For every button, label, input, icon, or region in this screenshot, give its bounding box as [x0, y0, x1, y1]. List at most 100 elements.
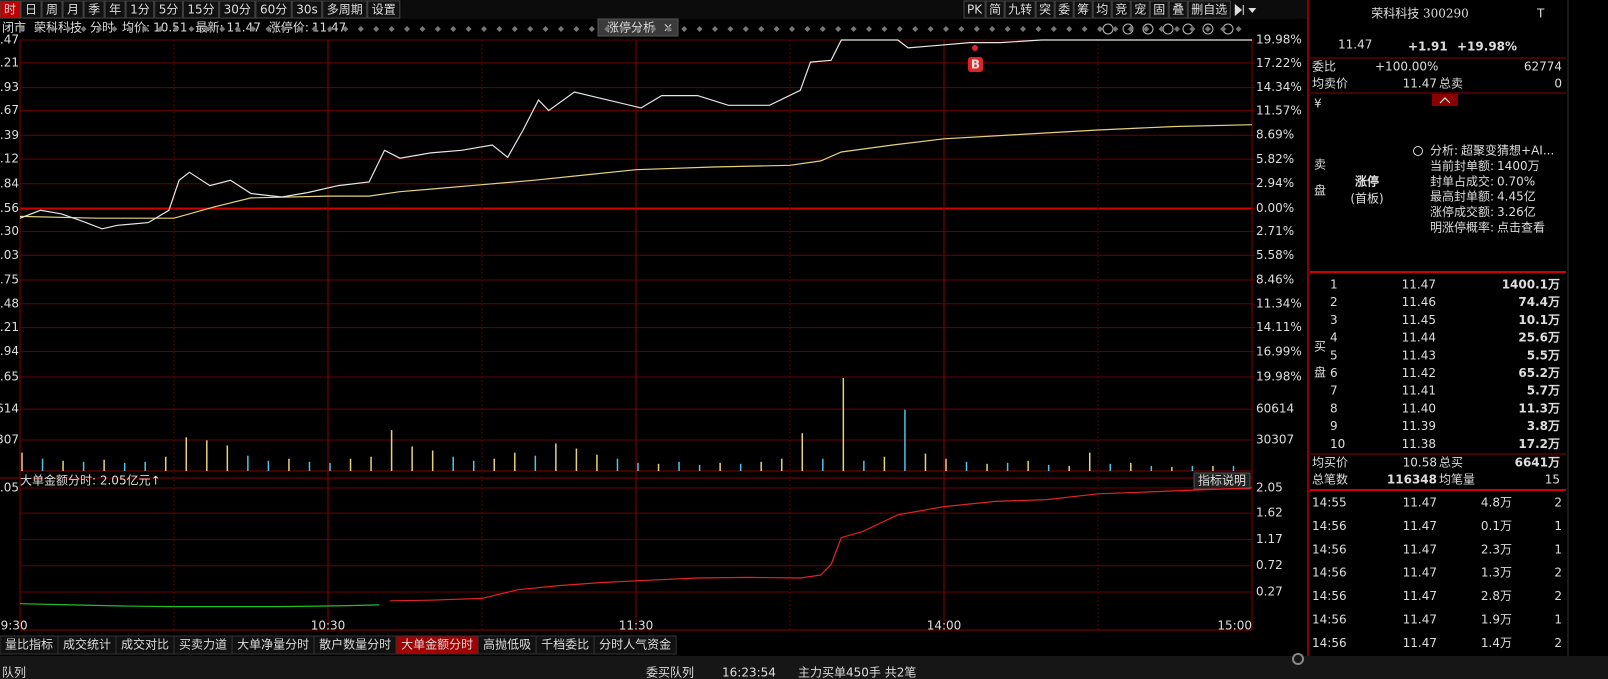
analysis-value[interactable]: 点击查看: [1497, 221, 1545, 235]
trade-time: 14:56: [1312, 566, 1347, 580]
x-tick-label: 11:30: [619, 619, 654, 633]
info-avg: 10.51: [153, 21, 187, 35]
bid-volume: 5.7万: [1527, 384, 1560, 398]
top-diamond: [758, 26, 765, 32]
period-button[interactable]: 时: [4, 3, 16, 17]
tool-button-bg: [1168, 0, 1188, 19]
ask-total-label: 总卖: [1439, 77, 1463, 91]
period-button[interactable]: 5分: [159, 3, 179, 17]
status-bid-queue[interactable]: 委买队列: [646, 665, 694, 679]
avg-line: [19, 124, 1253, 219]
bottom-tab[interactable]: 买卖力道: [179, 638, 227, 652]
bottom-tab[interactable]: 散户数量分时: [319, 637, 391, 652]
top-diamond: [896, 26, 903, 32]
analysis-label: 当前封单额:: [1430, 158, 1494, 173]
trade-time: 14:56: [1312, 519, 1347, 533]
top-diamond: [373, 26, 380, 32]
x-tick-label: 09:30: [0, 619, 28, 633]
trade-volume: 4.8万: [1481, 496, 1512, 510]
top-diamond: [357, 26, 364, 32]
analysis-label: 封单占成交:: [1430, 173, 1494, 188]
count: 116348: [1387, 473, 1437, 487]
top-diamond: [327, 26, 333, 32]
bottom-tab[interactable]: 成交对比: [121, 637, 169, 652]
tool-button[interactable]: 简: [989, 3, 1001, 17]
trade-price: 11.47: [1403, 519, 1437, 533]
bottom-tab[interactable]: 成交统计: [63, 637, 111, 652]
period-button[interactable]: 周: [46, 3, 58, 17]
bottom-tab[interactable]: 高抛低吸: [483, 637, 531, 652]
tool-button-bg: [1054, 0, 1074, 19]
bottom-tab[interactable]: 量比指标: [5, 637, 53, 652]
top-diamond: [619, 26, 626, 32]
period-button[interactable]: 1分: [130, 3, 150, 17]
bid-volume: 11.3万: [1518, 401, 1560, 415]
tool-button[interactable]: 宠: [1134, 2, 1146, 17]
period-button[interactable]: 季: [88, 3, 100, 17]
indicator-button[interactable]: 指标说明: [1198, 473, 1246, 488]
bottom-tab[interactable]: 大单净量分时: [237, 638, 309, 652]
x-tick-label: 14:00: [927, 619, 962, 633]
y-tick-label: 11.21: [0, 55, 19, 69]
period-button[interactable]: 年: [109, 3, 121, 17]
period-button[interactable]: 15分: [187, 3, 214, 17]
vertical-label: 买盘: [1313, 340, 1327, 392]
top-diamond: [280, 26, 287, 32]
bid-price: 11.41: [1402, 384, 1436, 398]
tool-button[interactable]: 九转: [1008, 2, 1032, 17]
tool-button[interactable]: 删自选: [1191, 3, 1227, 17]
tool-button[interactable]: 叠: [1172, 3, 1184, 17]
collapse-arrow: [1439, 97, 1451, 104]
top-diamond: [681, 26, 688, 32]
y2-tick-label: 8.46%: [1256, 272, 1294, 286]
stock-title: 荣科科技 300290: [1371, 7, 1469, 21]
ask-avg-label: 均卖价: [1312, 77, 1348, 91]
top-diamond: [265, 26, 272, 32]
y-tick-label: 10.93: [0, 80, 19, 94]
bid-level: 4: [1330, 331, 1338, 345]
bid-level: 3: [1330, 313, 1338, 327]
y2-tick-label: 5.82%: [1256, 152, 1294, 166]
tool-button[interactable]: PK: [967, 3, 983, 17]
period-button[interactable]: 月: [67, 3, 79, 17]
top-diamond: [219, 26, 226, 32]
bottom-tab[interactable]: 千档委比: [541, 638, 589, 652]
trade-volume: 1.9万: [1481, 613, 1512, 627]
top-diamond: [604, 26, 611, 32]
tool-button[interactable]: 固: [1153, 3, 1165, 17]
period-button[interactable]: 多周期: [327, 3, 363, 17]
bottom-tab[interactable]: 分时人气资金: [599, 637, 671, 652]
bid-avg-label: 均买价: [1312, 456, 1348, 470]
period-button[interactable]: 30分: [224, 3, 251, 17]
tool-button[interactable]: 筹: [1077, 3, 1089, 17]
bottom-tab[interactable]: 大单金额分时: [401, 637, 473, 652]
period-button[interactable]: 60分: [260, 3, 287, 17]
bid-price: 11.43: [1402, 348, 1436, 362]
top-diamond: [912, 26, 919, 32]
info-mode: 分时: [90, 21, 114, 35]
analysis-value[interactable]: 超聚变猜想+AI...: [1461, 143, 1554, 158]
info-status: 闭市: [2, 20, 26, 35]
buy-marker-bg: [968, 57, 983, 72]
big-order-tick-label: 2.05: [1256, 480, 1283, 494]
tool-button[interactable]: 竞: [1115, 3, 1127, 17]
top-diamond: [1189, 26, 1196, 32]
top-diamond: [1127, 26, 1134, 32]
period-button-bg: [62, 0, 84, 19]
volume-tick-label: 30307: [1256, 433, 1294, 447]
price-line: [19, 39, 1252, 230]
period-button[interactable]: 设置: [372, 3, 396, 17]
top-diamond: [804, 26, 811, 32]
tool-button-bg: [1187, 0, 1231, 19]
wb-value: +100.00%: [1375, 60, 1438, 74]
top-diamond: [1158, 26, 1165, 32]
analysis-tab[interactable]: 涨停分析: [607, 20, 655, 35]
top-diamond: [404, 26, 410, 32]
period-button[interactable]: 30s: [296, 3, 318, 17]
top-diamond: [588, 26, 595, 32]
tool-button[interactable]: 委: [1058, 3, 1070, 17]
tool-button[interactable]: 突: [1039, 2, 1051, 17]
period-button[interactable]: 日: [25, 3, 37, 17]
top-diamond: [789, 26, 795, 32]
tool-button[interactable]: 均: [1096, 3, 1108, 17]
